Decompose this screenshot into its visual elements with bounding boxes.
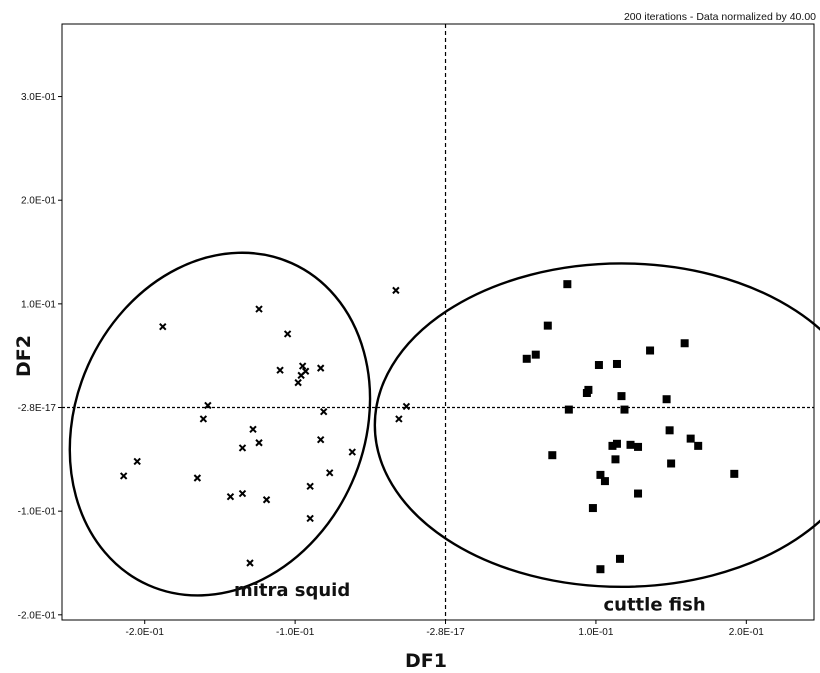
data-point-square-marker [665, 426, 674, 435]
x-tick-label: -1.0E-01 [276, 627, 315, 638]
data-point-x-marker [238, 444, 247, 452]
data-point-x-marker [294, 378, 302, 387]
data-point-square-marker [662, 395, 671, 404]
data-point-x-marker [226, 492, 235, 501]
data-point-x-marker [298, 362, 307, 370]
data-point-x-marker [199, 415, 208, 423]
data-point-x-marker [316, 435, 325, 444]
data-point-x-marker [283, 330, 292, 338]
data-point-square-marker [612, 359, 621, 368]
data-point-x-marker [316, 364, 325, 372]
reference-lines [62, 24, 814, 620]
data-point-x-marker [276, 366, 284, 374]
y-tick-label: -2.0E-01 [18, 610, 57, 621]
data-point-square-marker [612, 439, 621, 448]
y-tick-label: -2.8E-17 [18, 403, 57, 414]
data-point-x-marker [119, 472, 128, 480]
data-point-square-marker [596, 470, 605, 479]
data-point-square-marker [564, 405, 573, 414]
data-point-square-marker [686, 434, 695, 443]
data-point-x-marker [395, 415, 403, 423]
data-point-x-marker [306, 514, 314, 523]
data-point-x-marker [133, 457, 141, 466]
data-point-square-marker [522, 354, 531, 363]
data-point-x-marker [392, 286, 400, 295]
data-point-square-marker [646, 346, 655, 355]
data-point-x-marker [348, 448, 356, 456]
data-point-x-marker [193, 474, 202, 482]
data-point-square-marker [600, 477, 609, 486]
group-ellipse [68, 251, 372, 597]
data-point-square-marker [563, 280, 572, 289]
data-point-square-marker [680, 339, 689, 348]
x-tick-label: 2.0E-01 [729, 627, 764, 638]
data-point-x-marker [204, 401, 212, 410]
data-point-x-marker [319, 407, 328, 416]
data-points [119, 280, 739, 574]
x-tick-label: 1.0E-01 [578, 627, 613, 638]
data-point-square-marker [582, 389, 591, 398]
chart-caption: 200 iterations - Data normalized by 40.0… [624, 11, 816, 23]
y-tick-label: 1.0E-01 [21, 299, 56, 310]
data-point-x-marker [402, 402, 411, 411]
data-point-square-marker [543, 321, 552, 330]
data-point-x-marker [238, 489, 247, 498]
group-ellipse [373, 262, 820, 588]
data-point-x-marker [262, 496, 271, 504]
data-point-square-marker [615, 554, 624, 563]
data-point-square-marker [611, 455, 620, 464]
y-tick-label: -1.0E-01 [18, 507, 57, 518]
data-point-square-marker [596, 565, 605, 574]
data-point-square-marker [694, 441, 703, 450]
group-label: cuttle fish [603, 595, 705, 616]
data-point-square-marker [634, 442, 643, 451]
data-point-x-marker [306, 482, 314, 490]
y-tick-label: 3.0E-01 [21, 92, 56, 103]
data-point-x-marker [255, 305, 263, 313]
data-point-x-marker [246, 559, 254, 567]
y-axis-title: DF2 [13, 335, 35, 377]
data-point-x-marker [326, 469, 334, 477]
data-point-square-marker [531, 350, 540, 359]
group-label: mitra squid [234, 580, 350, 601]
data-point-square-marker [730, 469, 739, 478]
data-point-x-marker [255, 439, 263, 447]
data-point-square-marker [617, 392, 626, 401]
data-point-square-marker [620, 405, 629, 414]
x-tick-label: -2.8E-17 [426, 627, 465, 638]
x-axis-title: DF1 [405, 650, 447, 672]
data-point-x-marker [249, 425, 257, 433]
y-tick-label: 2.0E-01 [21, 196, 56, 207]
data-point-x-marker [297, 371, 305, 380]
data-point-x-marker [159, 322, 167, 331]
data-point-square-marker [667, 459, 676, 468]
group-ellipses [68, 251, 820, 597]
y-axis: 3.0E-01 2.0E-01 1.0E-01 -2.8E-17 -1.0E-01 -2.… [18, 92, 62, 621]
plot-frame [61, 23, 815, 621]
x-tick-label: -2.0E-01 [126, 627, 165, 638]
data-point-square-marker [634, 489, 643, 498]
data-point-square-marker [588, 504, 597, 513]
data-point-square-marker [594, 361, 603, 370]
data-point-square-marker [626, 440, 635, 449]
group-labels: mitra squid cuttle fish [234, 580, 706, 616]
data-point-square-marker [548, 451, 557, 460]
x-axis: -2.0E-01 -1.0E-01 -2.8E-17 1.0E-01 2.0E-01 [126, 620, 764, 638]
data-point-square-marker [608, 441, 617, 450]
